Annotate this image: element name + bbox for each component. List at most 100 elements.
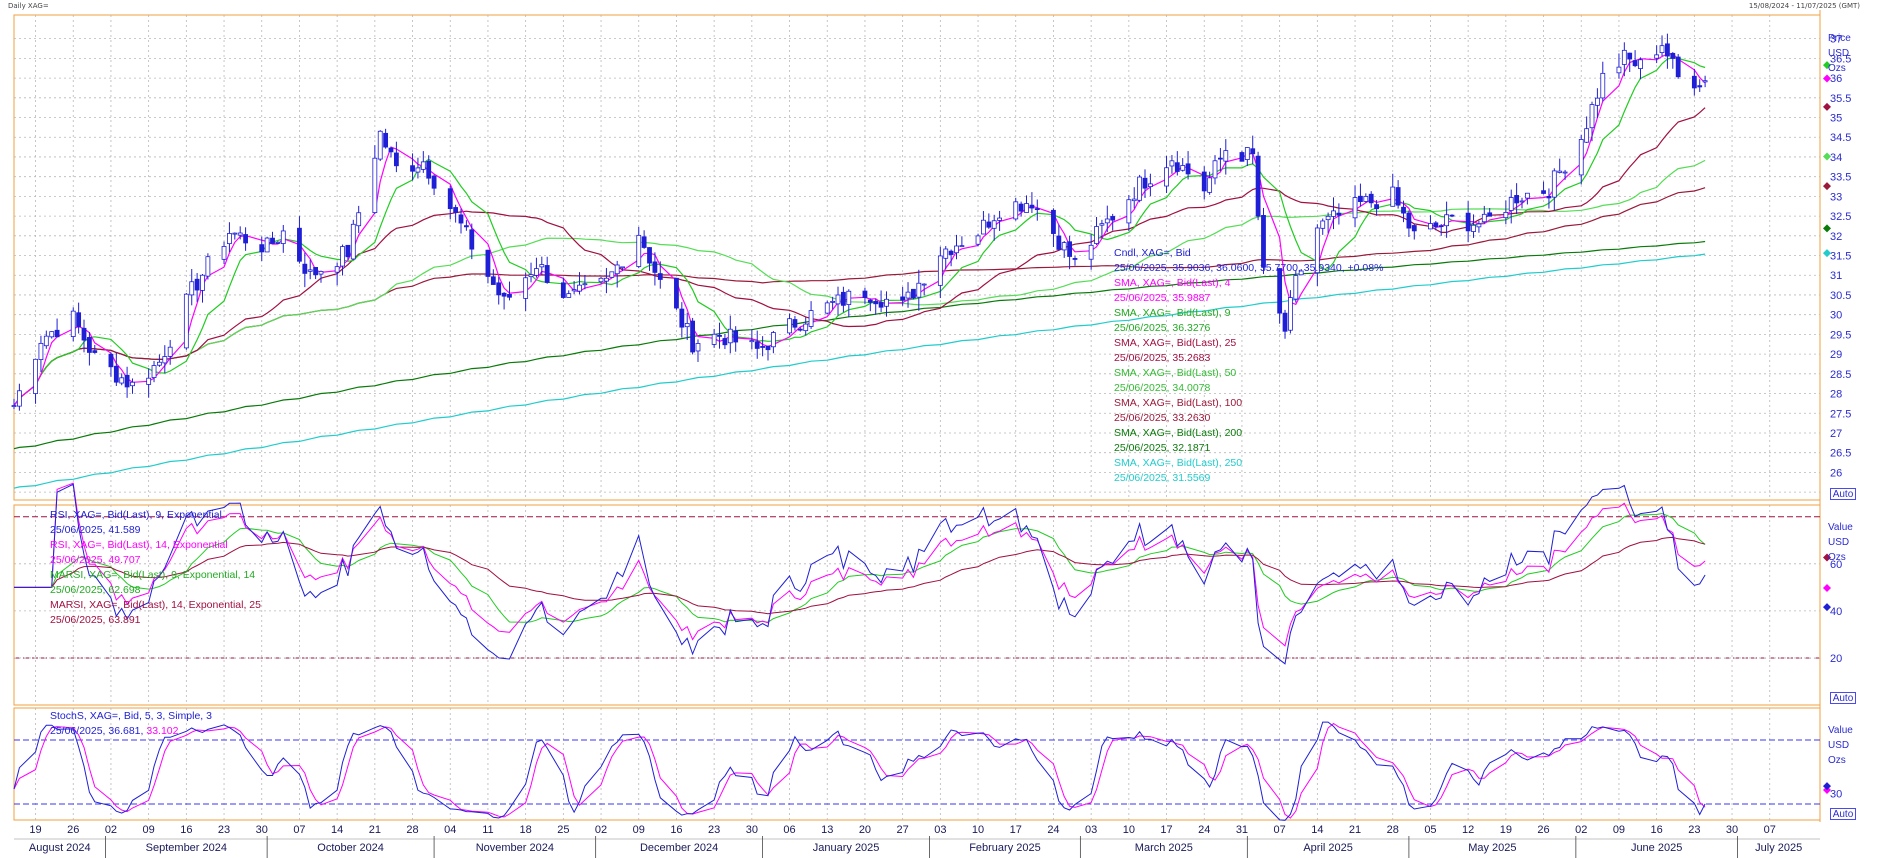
price-axis-title-line: Ozs: [1828, 63, 1846, 74]
legend-sma50-label: SMA, XAG=, Bid(Last), 50: [1114, 367, 1237, 379]
stoch-k-line: [13, 721, 1706, 821]
candle-body: [911, 288, 916, 299]
candle-body: [183, 293, 189, 349]
price-tick-label: 35.5: [1830, 93, 1851, 105]
candle-body: [313, 267, 319, 276]
candle-body: [1702, 80, 1708, 83]
legend-sma4-label: SMA, XAG=, Bid(Last), 4: [1114, 277, 1231, 289]
candle-body: [350, 223, 356, 260]
sma4-line: [13, 53, 1706, 406]
candle-body: [1212, 160, 1218, 179]
candle-body: [1401, 206, 1406, 214]
candle-body: [1137, 176, 1143, 201]
candle-body: [1406, 212, 1412, 229]
rsi-auto-scale-button[interactable]: Auto: [1830, 692, 1856, 704]
candle-body: [1632, 60, 1638, 67]
legend-stoch-k-value: 36.681: [108, 725, 141, 737]
x-day-tick-label: 03: [1085, 824, 1097, 836]
candle-body: [38, 342, 44, 360]
candle-body: [900, 296, 906, 301]
candle-body: [652, 261, 658, 273]
candle-body: [1665, 43, 1670, 57]
candle-body: [92, 350, 98, 353]
candle-body: [318, 271, 324, 275]
candle-body: [1201, 171, 1207, 192]
stoch-auto-scale-button[interactable]: Auto: [1830, 808, 1856, 820]
candle-body: [986, 221, 992, 228]
candle-body: [598, 277, 604, 283]
candle-body: [679, 308, 685, 328]
legend-stoch-d-value: 33.102: [146, 725, 179, 737]
candle-body: [1024, 203, 1029, 213]
candle-body: [340, 246, 345, 267]
candle-body: [54, 329, 60, 338]
candle-body: [162, 356, 168, 364]
candle-body: [1013, 201, 1019, 220]
price-tick-label: 28.5: [1830, 369, 1851, 381]
chart-title: Daily XAG=: [8, 2, 49, 10]
candle-body: [770, 332, 776, 348]
candle-body: [49, 331, 55, 338]
legend-sma100-label: SMA, XAG=, Bid(Last), 100: [1114, 397, 1243, 409]
price-tick-label: 29: [1830, 349, 1842, 361]
candle-body: [959, 245, 965, 248]
candle-body: [539, 264, 545, 268]
candle-body: [496, 282, 502, 296]
x-month-label: January 2025: [813, 842, 880, 854]
candle-body: [1471, 224, 1476, 232]
candle-body: [1298, 270, 1304, 276]
legend-rsi9-label: RSI, XAG=, Bid(Last), 9, Exponential: [50, 509, 222, 521]
candle-body: [1503, 212, 1509, 219]
candle-body: [1174, 162, 1180, 172]
candle-body: [641, 236, 647, 248]
x-day-tick-label: 26: [67, 824, 79, 836]
candle-body: [1654, 54, 1660, 59]
legend-sma25-label: SMA, XAG=, Bid(Last), 25: [1114, 337, 1237, 349]
candle-body: [1368, 193, 1374, 204]
sma9-line: [13, 56, 1706, 406]
marsi14-line: [14, 536, 1706, 615]
candle-body: [490, 276, 496, 285]
candle-body: [119, 377, 125, 384]
candle-body: [270, 237, 275, 244]
stoch-axis-title: Value USD Ozs: [1828, 723, 1853, 768]
x-day-tick-label: 28: [406, 824, 418, 836]
x-day-tick-label: 24: [1198, 824, 1210, 836]
x-day-tick-label: 07: [1274, 824, 1286, 836]
candle-body: [1218, 157, 1223, 160]
price-auto-scale-button[interactable]: Auto: [1830, 488, 1856, 500]
legend-marsi9-value: 25/06/2025, 62.698: [50, 584, 141, 596]
price-tick-label: 36: [1830, 73, 1842, 85]
candle-body: [205, 256, 211, 277]
stoch-d-line: [13, 722, 1706, 819]
candle-body: [1358, 195, 1363, 203]
candle-body: [280, 230, 286, 244]
candle-body: [749, 340, 755, 343]
candle-body: [754, 341, 760, 349]
candle-body: [1438, 225, 1444, 228]
candle-body: [1541, 190, 1546, 194]
price-tick-label: 27: [1830, 428, 1842, 440]
candle-body: [1670, 52, 1676, 59]
candle-body: [717, 334, 722, 337]
x-month-label: July 2025: [1755, 842, 1802, 854]
candle-body: [867, 299, 873, 303]
candle-body: [1411, 225, 1417, 232]
candle-body: [1395, 187, 1401, 206]
candle-body: [1487, 212, 1493, 217]
candle-body: [1336, 212, 1342, 216]
candle-body: [684, 323, 690, 328]
rsi9-line: [14, 483, 1706, 665]
candle-body: [803, 323, 809, 332]
stoch-axis-title-line: Value: [1828, 725, 1853, 736]
legend-sma100-value: 25/06/2025, 33.2630: [1114, 412, 1211, 424]
candle-body: [544, 265, 550, 283]
candle-body: [81, 327, 87, 341]
candle-body: [1476, 223, 1482, 228]
candle-body: [388, 147, 394, 153]
candle-body: [1104, 218, 1110, 224]
candle-body: [453, 207, 459, 213]
candle-body: [722, 338, 728, 346]
x-day-tick-label: 05: [1424, 824, 1436, 836]
